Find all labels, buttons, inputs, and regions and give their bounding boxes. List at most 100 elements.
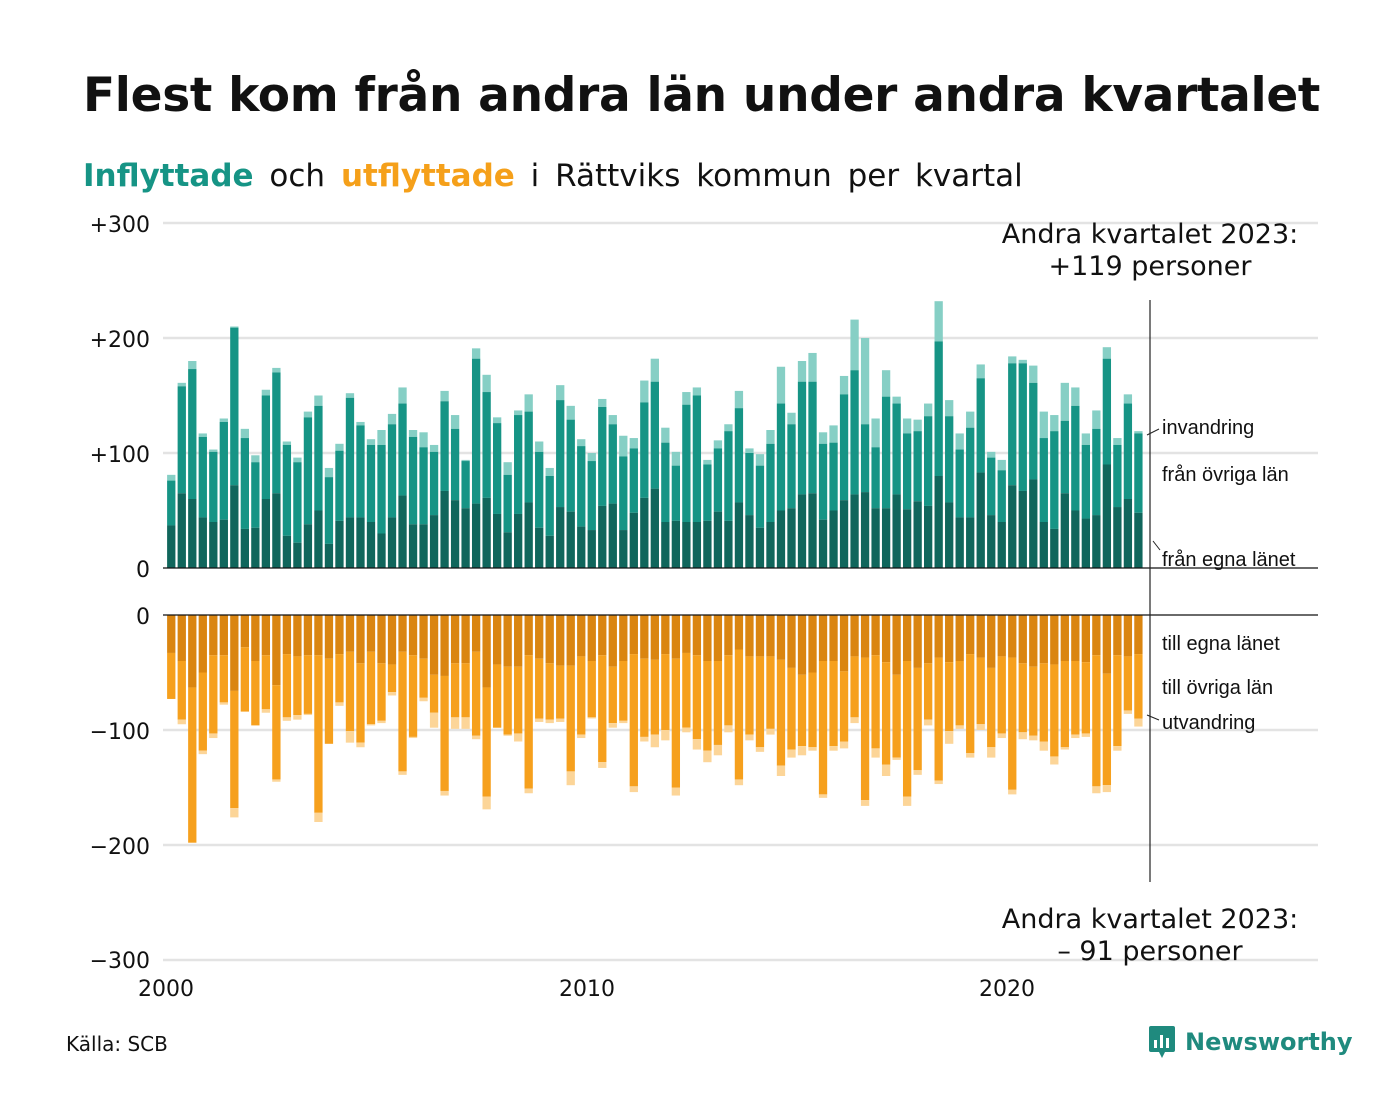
bar-out-own-86: [1071, 615, 1080, 661]
bar-out-other-22: [398, 651, 407, 772]
bar-in-immig-41: [598, 398, 607, 407]
bar-out-emig-66: [860, 800, 870, 806]
bar-out-other-32: [503, 666, 512, 735]
bar-in-other-87: [1081, 444, 1090, 519]
bar-in-immig-13: [303, 411, 313, 418]
bar-in-immig-28: [461, 459, 470, 462]
bar-out-own-29: [471, 615, 481, 652]
bar-in-own-68: [881, 508, 891, 568]
bar-in-own-19: [366, 522, 376, 568]
bar-in-immig-46: [650, 358, 659, 382]
bar-in-other-9: [261, 395, 271, 499]
brand-name: Newsworthy: [1185, 1028, 1353, 1056]
x-tick-2020: 2020: [979, 977, 1035, 1002]
label-fran-ovriga-lan: från övriga län: [1162, 464, 1289, 486]
bar-in-other-73: [934, 341, 943, 476]
bar-out-own-80: [1008, 615, 1017, 658]
bar-out-other-57: [766, 656, 775, 729]
bar-in-immig-44: [629, 438, 638, 449]
bar-out-emig-59: [787, 749, 796, 758]
bar-in-immig-85: [1060, 382, 1069, 421]
bar-out-other-4: [209, 655, 218, 734]
bar-out-emig-69: [892, 757, 901, 760]
bar-out-other-10: [272, 685, 281, 780]
bar-in-own-25: [429, 515, 439, 568]
bar-in-own-39: [577, 526, 586, 568]
bar-out-own-71: [913, 615, 922, 668]
bar-out-own-33: [514, 615, 523, 667]
bar-in-immig-45: [640, 380, 649, 403]
bar-out-emig-41: [598, 762, 607, 768]
bar-in-immig-35: [535, 441, 544, 452]
bar-in-own-26: [440, 490, 449, 568]
bar-out-own-10: [272, 615, 281, 686]
bar-in-own-51: [703, 520, 712, 568]
bar-out-emig-81: [1018, 732, 1027, 740]
bar-in-other-88: [1092, 428, 1101, 516]
bar-out-other-65: [850, 656, 859, 718]
bar-out-own-2: [188, 615, 197, 688]
annotation-top-line2: +119 personer: [1048, 251, 1252, 282]
bar-in-other-22: [398, 403, 407, 496]
bar-in-immig-91: [1123, 394, 1133, 404]
bar-in-immig-70: [902, 418, 912, 434]
bar-in-own-79: [997, 522, 1006, 568]
bar-in-other-45: [640, 402, 649, 498]
bar-out-emig-26: [440, 790, 449, 796]
bar-out-other-75: [955, 661, 964, 726]
bar-in-own-59: [787, 508, 796, 568]
label-leader-fran-egna: [1152, 540, 1161, 551]
bar-in-own-23: [408, 524, 418, 568]
bar-out-own-51: [703, 615, 712, 661]
bar-in-immig-76: [966, 411, 975, 428]
bar-in-own-14: [314, 510, 323, 568]
bar-out-emig-46: [650, 734, 659, 748]
subtitle-kommun-name: i Rättviks: [530, 158, 681, 194]
bar-in-other-70: [902, 433, 912, 510]
bar-in-immig-84: [1050, 415, 1059, 432]
bar-in-own-34: [524, 502, 533, 568]
bar-out-own-6: [230, 615, 239, 691]
bar-out-other-30: [482, 687, 491, 797]
bar-out-emig-48: [671, 787, 681, 796]
bar-in-other-17: [345, 397, 355, 518]
bar-out-own-44: [629, 615, 638, 655]
bar-out-emig-38: [566, 771, 575, 786]
bar-out-own-5: [219, 615, 228, 656]
bar-in-own-50: [692, 522, 702, 568]
bar-in-other-58: [776, 403, 786, 511]
bar-out-other-56: [755, 656, 765, 748]
bar-out-other-38: [566, 665, 575, 772]
bar-in-other-24: [419, 447, 428, 525]
bar-out-other-1: [177, 661, 186, 720]
bar-in-own-49: [682, 522, 691, 568]
label-till-egna-lanet: till egna länet: [1162, 633, 1280, 655]
bar-in-own-11: [282, 535, 292, 568]
bar-out-emig-39: [577, 734, 586, 739]
bar-in-own-24: [419, 524, 428, 568]
bar-out-emig-32: [503, 734, 512, 736]
bar-in-own-21: [387, 517, 397, 568]
bar-in-other-83: [1039, 438, 1048, 522]
axes: [163, 567, 1318, 616]
bar-in-other-42: [608, 424, 617, 504]
bar-in-immig-60: [797, 361, 807, 382]
bar-out-own-66: [860, 615, 870, 658]
bar-in-immig-21: [387, 413, 397, 425]
inflow-tick-200: +200: [90, 328, 150, 353]
bar-out-other-71: [913, 667, 922, 771]
bar-in-own-60: [797, 494, 807, 568]
bar-out-other-78: [987, 667, 996, 748]
bar-out-own-61: [808, 615, 817, 673]
bar-out-emig-49: [682, 727, 691, 733]
bar-in-immig-54: [734, 390, 744, 409]
bar-out-emig-58: [776, 765, 786, 776]
bar-out-emig-68: [881, 764, 891, 776]
bar-out-other-60: [797, 674, 807, 747]
bar-in-own-2: [188, 499, 197, 568]
bar-in-own-87: [1081, 518, 1090, 568]
bar-in-own-22: [398, 495, 407, 568]
bar-out-own-88: [1092, 615, 1101, 656]
bar-in-own-53: [724, 520, 733, 568]
bar-in-other-28: [461, 461, 470, 509]
